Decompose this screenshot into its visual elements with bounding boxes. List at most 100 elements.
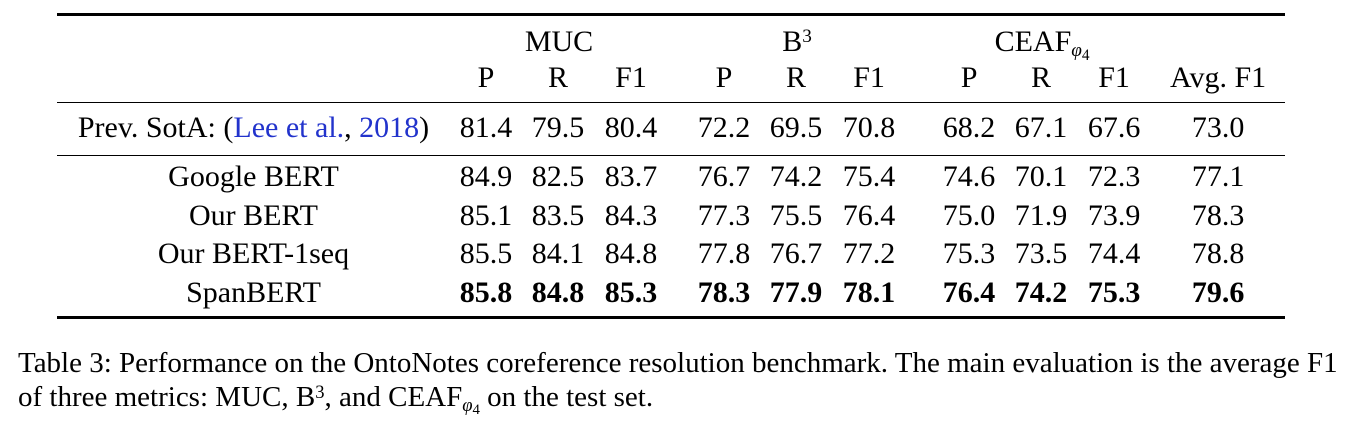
score-cell-muc-f1: 85.3 (604, 275, 658, 309)
score-cell-muc-r: 82.5 (531, 160, 585, 193)
gap-cell (668, 274, 688, 318)
score-cell-muc-r: 79.5 (531, 111, 585, 144)
table-row-google-bert: Google BERT 84.9 82.5 83.7 76.7 74.2 75.… (57, 156, 1285, 197)
ceaf-num-subscript: 4 (1081, 46, 1090, 64)
prev-sota-section: Prev. SotA: (Lee et al., 2018) 81.4 79.5… (57, 103, 1286, 156)
gap-cell (668, 197, 688, 236)
b3-label: B (782, 25, 803, 58)
caption-text: on the test set. (479, 381, 654, 413)
score-cell-ceaf-r: 67.1 (1014, 111, 1068, 144)
score-cell-avg-f1: 78.3 (1191, 198, 1245, 232)
col-header-b3-p: P (715, 61, 733, 94)
gap-cell (906, 156, 933, 197)
score-cell-ceaf-r: 70.1 (1014, 160, 1068, 193)
table-row-prev-sota: Prev. SotA: (Lee et al., 2018) 81.4 79.5… (57, 103, 1285, 156)
b3-superscript: 3 (315, 381, 325, 403)
score-cell-b3-r: 75.5 (769, 198, 823, 232)
bert-models-section: Google BERT 84.9 82.5 83.7 76.7 74.2 75.… (57, 156, 1285, 318)
caption-text: of three metrics: MUC, B (18, 381, 316, 413)
score-cell-ceaf-f1: 74.4 (1087, 237, 1141, 270)
score-cell-muc-f1: 80.4 (604, 111, 658, 144)
score-cell-b3-r: 74.2 (769, 160, 823, 193)
caption-text: , and CEAF (324, 381, 463, 413)
score-cell-muc-r: 83.5 (531, 198, 585, 232)
model-cell: Our BERT-1seq (157, 237, 350, 270)
score-cell-ceaf-r: 74.2 (1014, 275, 1068, 309)
table-row-our-bert: Our BERT 85.1 83.5 84.3 77.3 75.5 76.4 7… (57, 197, 1285, 236)
score-cell-avg-f1: 77.1 (1191, 160, 1245, 193)
citation-year-link[interactable]: 2018 (359, 111, 420, 144)
score-cell-muc-p: 85.8 (459, 275, 513, 309)
model-name-suffix: ) (419, 111, 430, 144)
empty-avg-cell (1151, 15, 1285, 60)
results-table: MUC B3 CEAFφ4 P R F1 P R F1 P R F1 A (57, 13, 1286, 319)
score-cell-b3-p: 76.7 (697, 160, 751, 193)
gap-cell (906, 59, 933, 103)
score-cell-ceaf-p: 75.3 (942, 237, 996, 270)
muc-label: MUC (524, 25, 594, 58)
score-cell-ceaf-p: 75.0 (942, 198, 996, 232)
gap-cell (668, 103, 688, 156)
metric-group-row: MUC B3 CEAFφ4 (57, 15, 1285, 63)
score-cell-muc-p: 81.4 (459, 111, 513, 144)
score-cell-b3-p: 72.2 (697, 111, 751, 144)
score-cell-b3-r: 69.5 (769, 111, 823, 144)
gap-cell (906, 274, 933, 318)
col-header-ceaf-p: P (960, 61, 978, 94)
col-header-ceaf-r: R (1031, 61, 1052, 94)
gap-cell (668, 235, 688, 274)
score-cell-muc-p: 85.5 (459, 237, 513, 270)
group-header-ceaf: CEAFφ4 (933, 15, 1151, 63)
empty-corner-cell (57, 15, 450, 60)
score-cell-b3-p: 77.3 (697, 198, 751, 232)
table-header: MUC B3 CEAFφ4 P R F1 P R F1 P R F1 A (57, 15, 1286, 103)
col-header-b3-r: R (786, 61, 807, 94)
group-header-muc: MUC (450, 15, 668, 60)
col-header-muc-r: R (547, 61, 568, 94)
empty-corner-cell (57, 59, 450, 103)
score-cell-ceaf-f1: 73.9 (1087, 198, 1141, 232)
gap-cell (906, 103, 933, 156)
score-cell-muc-f1: 84.3 (604, 198, 658, 232)
score-cell-b3-f1: 76.4 (842, 198, 896, 232)
gap-cell (668, 156, 688, 197)
prf-header-row: P R F1 P R F1 P R F1 Avg. F1 (57, 59, 1285, 103)
score-cell-b3-p: 78.3 (697, 275, 751, 309)
score-cell-b3-r: 76.7 (769, 237, 823, 270)
gap-cell (906, 235, 933, 274)
score-cell-muc-f1: 83.7 (604, 160, 658, 193)
col-header-muc-f1: F1 (615, 61, 647, 94)
ceaf-num-subscript: 4 (472, 402, 480, 419)
gap-cell (906, 197, 933, 236)
score-cell-avg-f1: 79.6 (1191, 275, 1245, 309)
score-cell-muc-p: 84.9 (459, 160, 513, 193)
score-cell-b3-p: 77.8 (697, 237, 751, 270)
paper-figure: MUC B3 CEAFφ4 P R F1 P R F1 P R F1 A (0, 13, 1354, 441)
score-cell-avg-f1: 73.0 (1191, 111, 1245, 144)
model-name-prefix: Prev. SotA: ( (77, 111, 234, 144)
table-caption: Table 3: Performance on the OntoNotes co… (18, 346, 1340, 418)
ceaf-label: CEAF (994, 25, 1072, 58)
b3-superscript: 3 (802, 26, 812, 48)
score-cell-ceaf-p: 74.6 (942, 160, 996, 193)
model-cell: SpanBERT (186, 275, 321, 309)
gap-cell (668, 59, 688, 103)
score-cell-ceaf-p: 68.2 (942, 111, 996, 144)
citation-author-link[interactable]: Lee et al. (233, 111, 345, 144)
score-cell-muc-f1: 84.8 (604, 237, 658, 270)
ceaf-phi-subscript: φ (462, 395, 473, 417)
table-row-spanbert: SpanBERT 85.8 84.8 85.3 78.3 77.9 78.1 7… (57, 274, 1285, 318)
col-header-muc-p: P (477, 61, 495, 94)
gap-cell (668, 15, 688, 60)
score-cell-b3-f1: 78.1 (842, 275, 896, 309)
score-cell-muc-p: 85.1 (459, 198, 513, 232)
model-name-separator: , (344, 111, 360, 144)
score-cell-muc-r: 84.8 (531, 275, 585, 309)
ceaf-phi-subscript: φ (1071, 40, 1082, 62)
model-cell: Prev. SotA: (Lee et al., 2018) (57, 103, 450, 156)
gap-cell (906, 15, 933, 60)
table-row-our-bert-1seq: Our BERT-1seq 85.5 84.1 84.8 77.8 76.7 7… (57, 235, 1285, 274)
score-cell-ceaf-r: 71.9 (1014, 198, 1068, 232)
col-header-b3-f1: F1 (853, 61, 885, 94)
score-cell-avg-f1: 78.8 (1191, 237, 1245, 270)
